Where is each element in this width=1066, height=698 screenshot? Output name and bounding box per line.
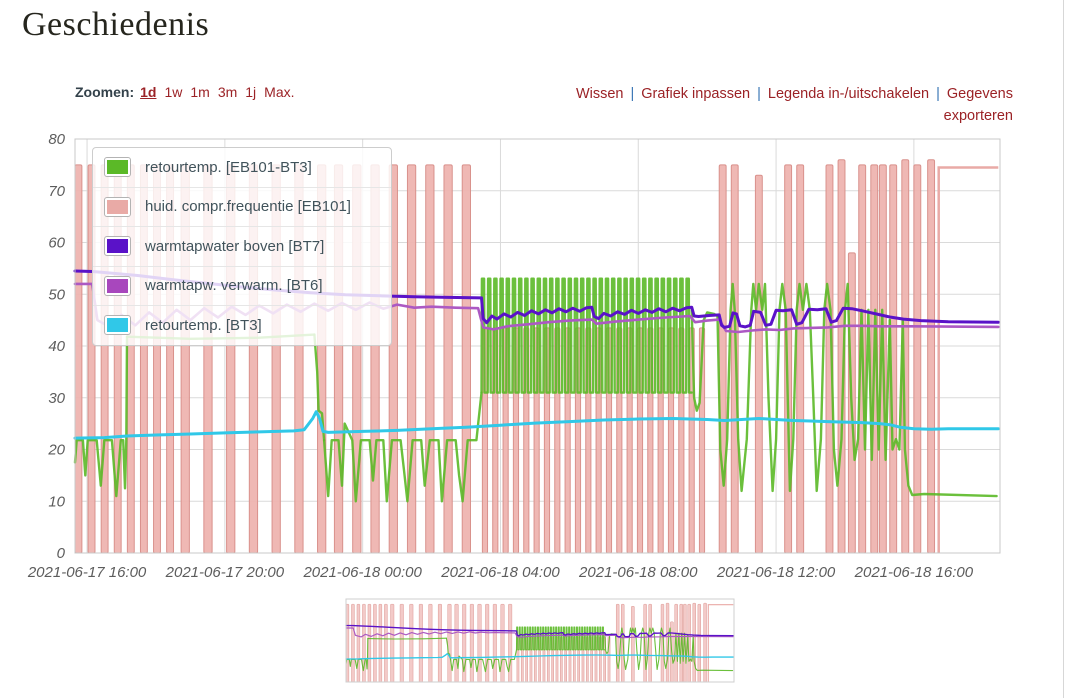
y-axis-labels: 0 10 20 30 40 50 60 70 80 (47, 131, 65, 562)
zoom-option-max[interactable]: Max. (264, 84, 295, 100)
page-title: Geschiedenis (22, 6, 210, 43)
y-tick-label: 70 (48, 183, 65, 200)
legend-item-label: huid. compr.frequentie [EB101] (145, 198, 351, 216)
x-tick-label: 2021-06-17 20:00 (165, 564, 285, 581)
legend-swatch (104, 275, 131, 296)
x-tick-label: 2021-06-18 08:00 (578, 564, 698, 581)
link-separator: | (936, 86, 940, 102)
legend-swatch (104, 196, 131, 217)
zoom-option-1m[interactable]: 1m (190, 84, 210, 100)
zoom-bar: Zoomen: 1d 1w 1m 3m 1j Max. (75, 84, 303, 100)
legend-swatch (104, 236, 131, 257)
y-tick-label: 50 (48, 286, 65, 303)
series-retourtemp-eb101-bt3 (345, 626, 734, 673)
zoom-option-1j[interactable]: 1j (245, 84, 257, 100)
legend-swatch (104, 157, 131, 178)
zoom-option-1d[interactable]: 1d (140, 84, 157, 100)
legend-item-warmtapw-verwarm-bt6[interactable]: warmtapw. verwarm. [BT6] (93, 267, 391, 306)
series-warmtapw-verwarm-bt6 (345, 627, 734, 639)
legend-item-label: warmtapw. verwarm. [BT6] (145, 277, 323, 295)
zoom-options: 1d 1w 1m 3m 1j Max. (140, 84, 302, 100)
y-tick-label: 40 (48, 338, 65, 355)
legend-item-label: warmtapwater boven [BT7] (145, 237, 325, 255)
zoom-label: Zoomen: (75, 84, 135, 100)
x-tick-label: 2021-06-18 00:00 (302, 564, 422, 581)
series-retourtemp-bt3 (73, 410, 1000, 440)
window-edge-divider (1063, 0, 1064, 698)
y-tick-label: 0 (57, 545, 66, 562)
link-grafiek-inpassen[interactable]: Grafiek inpassen (641, 86, 751, 102)
link-legenda-in-uitschakelen[interactable]: Legenda in-/uitschakelen (767, 86, 930, 102)
legend-item-huid-compr-frequentie-eb101[interactable]: huid. compr.frequentie [EB101] (93, 188, 391, 227)
link-separator: | (630, 86, 635, 102)
series-warmtapwater-boven-bt7 (73, 269, 1000, 329)
y-tick-label: 20 (47, 442, 65, 459)
series-warmtapwater-boven-bt7 (345, 624, 734, 638)
y-tick-label: 10 (48, 493, 65, 510)
x-tick-label: 2021-06-18 16:00 (854, 564, 974, 581)
chart-legend: retourtemp. [EB101-BT3] huid. compr.frequ… (92, 147, 392, 346)
legend-swatch (104, 315, 131, 336)
x-tick-label: 2021-06-18 12:00 (716, 564, 836, 581)
link-separator: | (757, 86, 761, 102)
link-gegevens-exporteren[interactable]: Gegevens exporteren (943, 86, 1013, 125)
x-tick-label: 2021-06-17 16:00 (27, 564, 147, 581)
legend-item-retourtemp-bt3[interactable]: retourtemp. [BT3] (93, 306, 391, 345)
series-retourtemp-bt3 (345, 653, 734, 660)
navigator[interactable] (345, 598, 735, 683)
zoom-option-3m[interactable]: 3m (217, 84, 238, 100)
x-axis-labels: 2021-06-17 16:00 2021-06-17 20:00 2021-06-… (27, 564, 974, 581)
link-wissen[interactable]: Wissen (575, 86, 624, 102)
y-tick-label: 60 (48, 235, 65, 252)
x-tick-label: 2021-06-18 04:00 (440, 564, 560, 581)
legend-item-retourtemp-eb101-bt3[interactable]: retourtemp. [EB101-BT3] (93, 148, 391, 188)
y-tick-label: 80 (48, 131, 65, 148)
chart-action-links: Wissen | Grafiek inpassen | Legenda in-/uits… (481, 83, 1013, 128)
legend-item-label: retourtemp. [BT3] (145, 316, 262, 334)
legend-item-label: retourtemp. [EB101-BT3] (145, 158, 312, 176)
legend-item-warmtapwater-boven-bt7[interactable]: warmtapwater boven [BT7] (93, 227, 391, 267)
zoom-option-1w[interactable]: 1w (164, 84, 183, 100)
y-tick-label: 30 (48, 390, 65, 407)
